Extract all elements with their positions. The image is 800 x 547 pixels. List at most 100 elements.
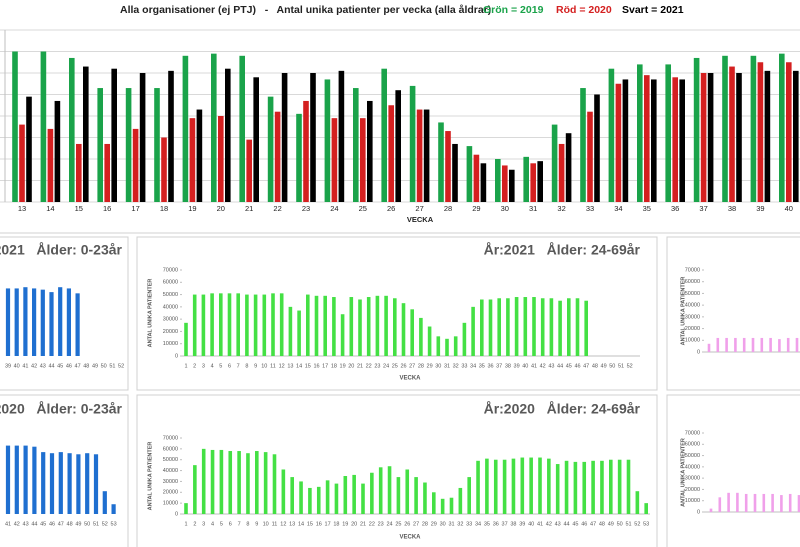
bar — [751, 337, 755, 352]
bar — [750, 55, 757, 202]
bar — [549, 298, 554, 356]
bar — [795, 337, 799, 352]
bar — [255, 451, 259, 514]
x-tick-label: 50 — [609, 363, 615, 369]
bar — [580, 88, 586, 202]
bar — [184, 503, 188, 514]
bar — [139, 73, 146, 202]
x-tick-label: 37 — [496, 363, 502, 369]
bar — [476, 460, 480, 514]
x-tick-label: 47 — [75, 363, 81, 369]
bar — [210, 449, 215, 514]
bar — [453, 336, 458, 356]
x-tick-label: 37 — [699, 204, 707, 213]
bar — [693, 57, 700, 203]
bar — [32, 446, 37, 514]
y-tick-label: 50000 — [163, 457, 178, 463]
bar — [540, 298, 545, 356]
x-tick-label: 31 — [444, 363, 450, 369]
bar — [154, 88, 160, 202]
x-tick-label: 44 — [563, 521, 569, 527]
bar — [310, 73, 316, 202]
bar — [672, 77, 678, 202]
bar — [132, 128, 139, 202]
bar — [253, 294, 258, 356]
bar — [334, 483, 339, 514]
x-tick-label: 30 — [440, 521, 446, 527]
bar — [93, 454, 99, 514]
bar — [480, 299, 484, 356]
y-tick-label: 10000 — [685, 498, 700, 504]
y-tick-label: 30000 — [163, 479, 178, 485]
x-tick-label: 44 — [557, 363, 563, 369]
x-tick-label: 45 — [566, 363, 572, 369]
bar — [793, 70, 799, 202]
bar — [511, 458, 516, 514]
bar — [358, 299, 362, 356]
bar — [445, 131, 451, 202]
bar — [462, 322, 467, 356]
bar — [509, 169, 515, 202]
y-axis-title: ANTAL UNIKA PATIENTER — [147, 279, 153, 348]
bar — [196, 109, 203, 202]
bar — [367, 100, 373, 202]
bar — [76, 143, 82, 202]
chart-title: År:2020 Ålder: 0-23år — [0, 401, 123, 417]
bar — [532, 297, 536, 356]
x-tick-label: 52 — [118, 363, 124, 369]
bar — [495, 159, 501, 202]
y-axis-title: ANTAL UNIKA PATIENTER — [147, 442, 153, 511]
x-tick-label: 3 — [202, 521, 205, 527]
x-tick-label: 33 — [586, 204, 594, 213]
bar — [76, 454, 81, 514]
x-tick-label: 41 — [531, 363, 537, 369]
chart-title: År:2021 Ålder: 0-23år — [0, 242, 123, 258]
bar — [228, 451, 233, 514]
bar — [432, 492, 436, 514]
x-tick-label: 43 — [40, 363, 46, 369]
bar — [729, 66, 735, 202]
x-axis-title: VECKA — [399, 376, 421, 382]
legend-entry: Röd = 2020 — [556, 4, 612, 16]
x-tick-label: 49 — [601, 363, 607, 369]
x-tick-label: 24 — [386, 521, 392, 527]
panel — [0, 394, 129, 547]
bar — [587, 111, 593, 202]
bar — [445, 338, 449, 356]
x-tick-label: 25 — [395, 521, 401, 527]
x-tick-label: 3 — [202, 363, 205, 369]
bar — [573, 461, 578, 514]
bar — [514, 297, 519, 356]
x-tick-label: 41 — [5, 521, 11, 527]
x-tick-label: 40 — [14, 363, 20, 369]
bar — [679, 79, 685, 202]
bar — [736, 73, 742, 202]
bar — [66, 288, 71, 356]
bar — [609, 459, 613, 514]
bar — [201, 294, 206, 356]
bar — [440, 498, 445, 514]
x-tick-label: 34 — [475, 521, 481, 527]
bar — [340, 314, 345, 356]
x-tick-label: 31 — [529, 204, 537, 213]
bar — [161, 137, 167, 202]
x-tick-label: 11 — [270, 363, 276, 369]
y-tick-label: 70000 — [163, 435, 178, 441]
x-tick-label: 17 — [322, 363, 328, 369]
y-tick-label: 60000 — [163, 446, 178, 452]
x-tick-label: 27 — [415, 204, 423, 213]
bar — [769, 337, 772, 352]
x-tick-label: 51 — [618, 363, 624, 369]
x-tick-label: 16 — [316, 521, 322, 527]
x-tick-label: 42 — [14, 521, 20, 527]
bar — [245, 294, 249, 356]
bar — [615, 83, 622, 202]
x-tick-label: 45 — [57, 363, 63, 369]
panel — [136, 394, 658, 547]
bar — [111, 68, 117, 202]
bar — [111, 504, 116, 514]
x-tick-label: 46 — [581, 521, 587, 527]
y-tick-label: 40000 — [163, 468, 178, 474]
x-tick-label: 25 — [359, 204, 367, 213]
